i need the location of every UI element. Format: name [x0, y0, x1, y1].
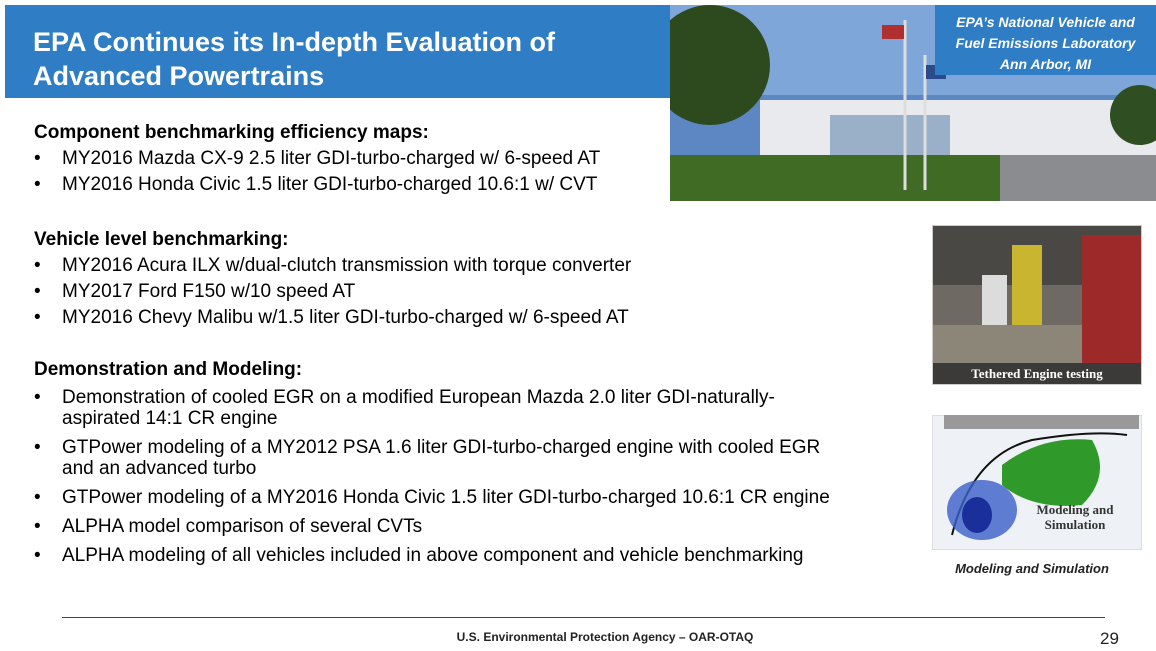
section: Component benchmarking efficiency maps:M… — [34, 120, 914, 198]
item-line: aspirated 14:1 CR engine — [62, 408, 914, 429]
bullet-item: GTPower modeling of a MY2012 PSA 1.6 lit… — [34, 437, 914, 479]
section-heading: Demonstration and Modeling: — [34, 357, 914, 383]
title: EPA Continues its In-depth Evaluation of… — [5, 5, 670, 98]
item-line: MY2016 Honda Civic 1.5 liter GDI-turbo-c… — [62, 172, 914, 198]
section-heading: Component benchmarking efficiency maps: — [34, 120, 914, 146]
bullet-item: Demonstration of cooled EGR on a modifie… — [34, 387, 914, 429]
bullet-item: ALPHA model comparison of several CVTs — [34, 516, 914, 537]
model-overlay: Modeling and Simulation — [1010, 502, 1140, 532]
section: Demonstration and Modeling: Demonstration… — [34, 357, 914, 566]
bullet-item: MY2016 Acura ILX w/dual-clutch transmiss… — [34, 253, 914, 279]
item-line: GTPower modeling of a MY2016 Honda Civic… — [62, 487, 914, 508]
bullet-item: MY2016 Mazda CX-9 2.5 liter GDI-turbo-ch… — [34, 146, 914, 172]
caption-line: Fuel Emissions Laboratory — [935, 33, 1156, 54]
model-caption: Modeling and Simulation — [932, 561, 1132, 576]
bullet-item: GTPower modeling of a MY2016 Honda Civic… — [34, 487, 914, 508]
item-line: MY2016 Chevy Malibu w/1.5 liter GDI-turb… — [62, 305, 914, 331]
item-line: MY2016 Mazda CX-9 2.5 liter GDI-turbo-ch… — [62, 146, 914, 172]
caption-line: Ann Arbor, MI — [935, 54, 1156, 75]
engine-photo — [932, 225, 1142, 385]
item-line: GTPower modeling of a MY2012 PSA 1.6 lit… — [62, 437, 914, 458]
engine-caption: Tethered Engine testing — [932, 364, 1142, 384]
item-line: MY2017 Ford F150 w/10 speed AT — [62, 279, 914, 305]
item-line: ALPHA model comparison of several CVTs — [62, 516, 914, 537]
footer-agency: U.S. Environmental Protection Agency – O… — [300, 630, 910, 644]
section: Vehicle level benchmarking:MY2016 Acura … — [34, 227, 914, 331]
bullet-item: MY2017 Ford F150 w/10 speed AT — [34, 279, 914, 305]
item-line: and an advanced turbo — [62, 458, 914, 479]
caption-line: EPA’s National Vehicle and — [935, 12, 1156, 33]
bullet-item: MY2016 Honda Civic 1.5 liter GDI-turbo-c… — [34, 172, 914, 198]
item-line: Demonstration of cooled EGR on a modifie… — [62, 387, 914, 408]
footer-rule — [62, 617, 1105, 618]
section-heading: Vehicle level benchmarking: — [34, 227, 914, 253]
bullet-item: ALPHA modeling of all vehicles included … — [34, 545, 914, 566]
bullet-item: MY2016 Chevy Malibu w/1.5 liter GDI-turb… — [34, 305, 914, 331]
item-line: MY2016 Acura ILX w/dual-clutch transmiss… — [62, 253, 914, 279]
page-number: 29 — [1100, 629, 1119, 649]
slide: EPA Continues its In-depth Evaluation of… — [0, 0, 1156, 651]
item-line: ALPHA modeling of all vehicles included … — [62, 545, 914, 566]
